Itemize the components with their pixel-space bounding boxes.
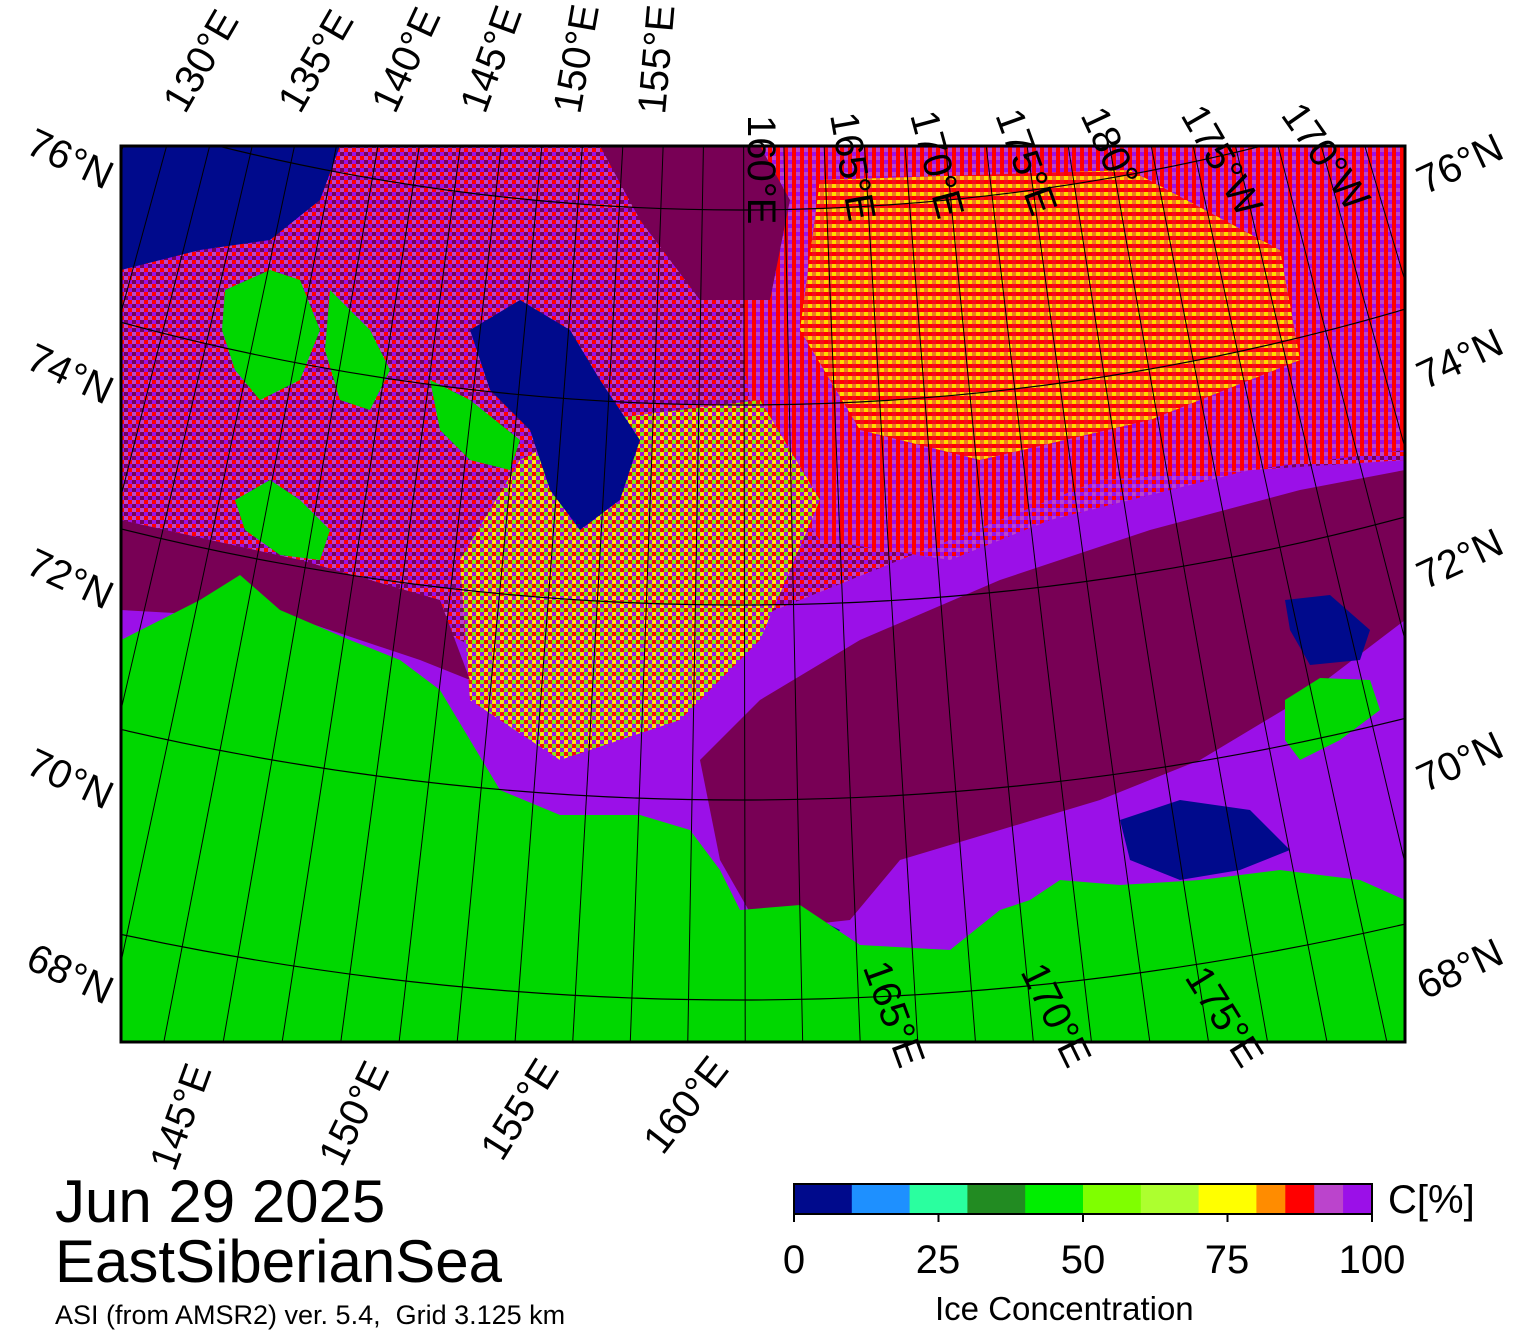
meridian-line <box>281 146 420 1042</box>
lat-label-right: 72°N <box>1410 521 1510 599</box>
open-water-wrangel <box>1285 595 1370 665</box>
top-lon-label: 155°E <box>630 3 683 116</box>
top-lon-label: 160°E <box>739 115 783 224</box>
colorbar-segment <box>1198 1184 1257 1214</box>
meridian-line <box>398 146 502 1042</box>
meridian-line <box>904 146 976 1042</box>
meridian-line <box>1320 146 1405 450</box>
top-lon-label: 145°E <box>452 0 531 118</box>
top-lon-label: 150°E <box>546 1 608 116</box>
meridian-line <box>121 146 168 315</box>
open-water-central <box>470 300 640 530</box>
region-name: EastSiberianSea <box>55 1228 502 1295</box>
open-water-northwest <box>121 146 340 270</box>
meridian-line <box>945 146 1034 1042</box>
top-lon-label: 140°E <box>363 1 449 119</box>
lat-label-left: 68°N <box>20 936 120 1014</box>
full-ice-north <box>600 146 790 300</box>
meridian-line <box>1067 146 1210 1042</box>
lat-label-right: 76°N <box>1410 126 1510 204</box>
lat-label-left: 76°N <box>20 121 120 199</box>
meridian-line <box>1492 0 1527 922</box>
colorbar-title: Ice Concentration <box>935 1290 1194 1327</box>
meridian-line <box>629 146 664 1042</box>
map-field <box>121 146 1405 1042</box>
meridian-line <box>823 146 861 1042</box>
meridian-line <box>121 146 295 965</box>
colorbar-segment <box>851 1184 911 1214</box>
lat-label-right: 74°N <box>1410 321 1510 399</box>
meridian-line <box>743 146 746 1042</box>
meridian-line <box>1192 146 1388 1042</box>
full-ice-west <box>121 520 470 680</box>
colorbar-segment <box>1083 1184 1142 1214</box>
bottom-lon-label: 160°E <box>635 1048 737 1161</box>
colorbar-tick-50: 50 <box>1060 1238 1106 1282</box>
meridian-line <box>1277 146 1405 643</box>
colorbar-segment <box>794 1184 853 1214</box>
colorbar-segment <box>1025 1184 1084 1214</box>
meridian-line <box>783 146 804 1042</box>
meridian-line <box>0 0 30 948</box>
meridian-line <box>687 146 704 1042</box>
colorbar-segment <box>1343 1184 1373 1214</box>
bottom-lon-label: 145°E <box>142 1058 221 1176</box>
meridian-line <box>1150 146 1328 1042</box>
colorbar-tick-75: 75 <box>1204 1238 1250 1282</box>
lat-label-left: 74°N <box>20 336 120 414</box>
colorbar-segment <box>1256 1184 1286 1214</box>
colorbar-tick-25: 25 <box>915 1238 961 1282</box>
meridian-line <box>222 146 379 1042</box>
colorbar-segment <box>1285 1184 1315 1214</box>
lat-label-left: 70°N <box>20 741 120 819</box>
meridian-line <box>340 146 461 1042</box>
land-new-siberia-island <box>430 380 520 470</box>
map-frame <box>119 144 1407 1044</box>
meridian-line <box>121 146 211 499</box>
bottom-lon-label: 155°E <box>472 1051 567 1167</box>
land-wrangel-island <box>1285 678 1380 760</box>
colorbar-segment <box>1140 1184 1200 1214</box>
full-ice-band <box>700 470 1405 930</box>
land-lyakhovsky <box>235 480 330 560</box>
meridian-line <box>572 146 624 1042</box>
product-info: ASI (from AMSR2) ver. 5.4, Grid 3.125 km <box>55 1300 566 1330</box>
colorbar-tick-100: 100 <box>1338 1238 1406 1282</box>
lat-label-right: 68°N <box>1410 931 1510 1009</box>
meridian-line <box>1026 146 1151 1042</box>
meridian-line <box>864 146 919 1042</box>
colorbar-unit: C[%] <box>1388 1178 1475 1222</box>
colorbar-tick-0: 0 <box>782 1238 806 1282</box>
meridian-line <box>163 146 337 1042</box>
colorbar-segment <box>1314 1184 1344 1214</box>
colorbar-segment <box>967 1184 1026 1214</box>
open-water-east <box>1120 800 1290 880</box>
meridian-line <box>121 146 253 713</box>
land-mainland <box>121 575 1405 1042</box>
meridian-line <box>514 146 583 1042</box>
colorbar-segment <box>909 1184 968 1214</box>
colorbar <box>793 1183 1373 1222</box>
top-lon-label: 135°E <box>270 3 363 120</box>
land-new-siberian-kotelny <box>222 270 320 400</box>
top-lon-label: 130°E <box>155 3 248 120</box>
meridian-line <box>456 146 543 1042</box>
lat-label-left: 72°N <box>20 541 120 619</box>
meridian-line <box>1234 146 1405 866</box>
meridian-line <box>985 146 1092 1042</box>
map-date: Jun 29 2025 <box>55 1168 386 1235</box>
land-new-siberian-faddeyevsky <box>325 290 390 410</box>
lat-label-right: 70°N <box>1410 724 1510 802</box>
bottom-lon-label: 150°E <box>311 1055 399 1173</box>
graticule <box>0 0 1527 1042</box>
meridian-line <box>1109 146 1269 1042</box>
